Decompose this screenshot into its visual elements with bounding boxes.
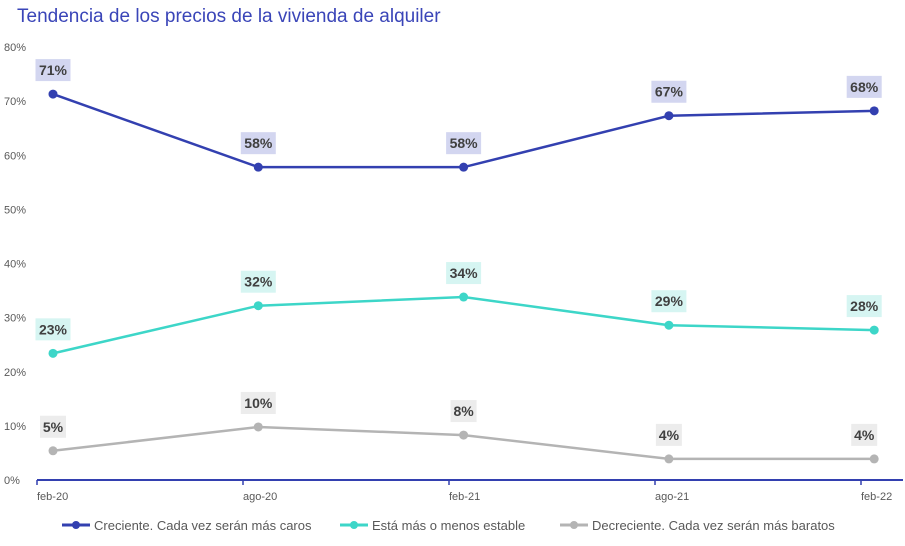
legend-label: Decreciente. Cada vez serán más baratos: [592, 518, 835, 533]
data-label: 5%: [43, 419, 64, 435]
data-label: 8%: [453, 403, 474, 419]
data-label: 58%: [244, 135, 273, 151]
data-label-bg: [655, 423, 682, 446]
data-label-bg: [35, 318, 71, 341]
data-label-bg: [651, 290, 687, 313]
data-label-bg: [846, 295, 882, 318]
data-label-bg: [40, 415, 66, 438]
data-label: 23%: [39, 321, 68, 337]
data-point: [459, 292, 469, 302]
x-tick-label: feb-21: [449, 491, 480, 503]
data-label-bg: [446, 262, 482, 285]
data-label: 28%: [850, 298, 879, 314]
data-label-bg: [240, 391, 276, 414]
data-point: [48, 446, 58, 456]
data-label-bg: [446, 132, 482, 155]
x-tick-label: ago-20: [243, 491, 277, 503]
x-tick-label: feb-20: [37, 491, 68, 503]
data-point: [48, 89, 58, 99]
data-label: 71%: [39, 62, 68, 78]
data-label: 29%: [655, 293, 684, 309]
data-label: 68%: [850, 79, 879, 95]
legend-marker: [350, 521, 358, 529]
chart-title: Tendencia de los precios de la vivienda …: [17, 6, 441, 27]
data-point: [869, 325, 879, 335]
data-point: [459, 430, 469, 440]
data-label: 10%: [244, 395, 273, 411]
data-point: [48, 348, 58, 358]
data-point: [253, 422, 263, 432]
data-label-bg: [450, 400, 477, 423]
data-label-bg: [851, 423, 878, 446]
series-line: [52, 92, 875, 169]
y-tick-label: 0%: [4, 475, 20, 487]
data-point: [459, 162, 469, 172]
y-tick-label: 30%: [4, 313, 26, 325]
data-point: [664, 320, 674, 330]
data-label: 32%: [244, 274, 273, 290]
data-label: 58%: [450, 135, 479, 151]
series-line: [52, 295, 875, 355]
data-label: 34%: [450, 265, 479, 281]
y-tick-label: 60%: [4, 150, 26, 162]
data-label-bg: [846, 75, 882, 98]
data-point: [869, 106, 879, 116]
data-label: 67%: [655, 84, 684, 100]
data-label-bg: [240, 132, 276, 155]
x-tick-label: ago-21: [655, 491, 689, 503]
data-point: [869, 454, 879, 464]
legend-label: Está más o menos estable: [372, 518, 525, 533]
y-tick-label: 70%: [4, 96, 26, 108]
data-label-bg: [35, 59, 71, 82]
data-point: [664, 454, 674, 464]
y-tick-label: 50%: [4, 204, 26, 216]
data-point: [253, 301, 263, 311]
data-label: 4%: [659, 427, 680, 443]
data-label-bg: [651, 80, 687, 103]
legend-marker: [72, 521, 80, 529]
data-point: [664, 111, 674, 121]
y-tick-label: 20%: [4, 367, 26, 379]
legend-label: Creciente. Cada vez serán más caros: [94, 518, 312, 533]
data-label-bg: [240, 270, 276, 293]
data-label: 4%: [854, 427, 875, 443]
y-tick-label: 80%: [4, 42, 26, 54]
x-tick-label: feb-22: [861, 491, 892, 503]
data-point: [253, 162, 263, 172]
y-tick-label: 40%: [4, 259, 26, 271]
legend-marker: [570, 521, 578, 529]
y-tick-label: 10%: [4, 421, 26, 433]
